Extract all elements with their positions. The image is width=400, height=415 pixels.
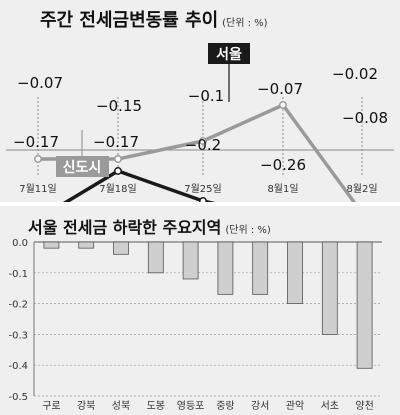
line-chart-svg: 7월11일 7월18일 7월25일 8월1일 8월2일 −0.07 −0.15 −0.1 −0.… <box>6 43 394 202</box>
x-tick-label: 강북 <box>77 400 95 412</box>
bar <box>356 241 373 369</box>
x-tick-label: 관악 <box>286 400 304 412</box>
line-chart-title-wrap: 주간 전세금변동률 추이 (단위 : %) <box>40 6 268 32</box>
x-tick-label: 구로 <box>42 401 60 412</box>
legend-box-newtown <box>56 156 109 177</box>
bar <box>147 241 164 274</box>
bar <box>182 241 199 280</box>
bar <box>217 241 234 295</box>
data-label: −0.17 <box>13 133 59 151</box>
data-label: −0.02 <box>332 65 378 83</box>
y-tick-label: -0.1 <box>8 269 28 280</box>
line-chart-panel: 주간 전세금변동률 추이 (단위 : %) 7월11일 7월18일 7월25일 8월1일… <box>0 0 400 202</box>
y-tick-label: -0.3 <box>8 330 28 341</box>
data-label: −0.1 <box>188 87 224 105</box>
x-tick-label: 양천 <box>355 400 373 412</box>
data-label: −0.08 <box>342 109 388 127</box>
legend-label-newtown: 신도시 <box>63 160 102 176</box>
data-point <box>34 155 42 163</box>
data-point <box>279 101 287 109</box>
bar-chart-svg: 0.0 -0.1 -0.2 -0.3 -0.4 -0.5 구로 강북 성북 도봉 영등포 중랑 강서 관악… <box>8 238 382 412</box>
x-tick-label: 7월11일 <box>19 183 57 195</box>
bar-chart-unit: (단위 : %) <box>225 225 271 236</box>
y-tick-label: -0.4 <box>8 361 28 372</box>
bar-chart-title-wrap: 서울 전세금 하락한 주요지역 (단위 : %) <box>28 214 271 238</box>
x-tick-label: 7월18일 <box>99 183 137 195</box>
data-label: −0.26 <box>260 156 306 174</box>
line-chart-title: 주간 전세금변동률 추이 <box>40 10 219 31</box>
x-tick-label: 도봉 <box>147 400 165 412</box>
y-tick-label: 0.0 <box>12 238 28 249</box>
bar-chart-title: 서울 전세금 하락한 주요지역 <box>28 218 222 237</box>
data-point <box>114 167 122 175</box>
x-tick-label: 8월2일 <box>346 183 377 195</box>
bar-chart-panel: 서울 전세금 하락한 주요지역 (단위 : %) 0.0 -0.1 -0.2 -0.3 -… <box>0 206 400 415</box>
x-tick-label: 8월1일 <box>267 183 298 195</box>
x-tick-label: 서초 <box>321 400 339 412</box>
line-chart-unit: (단위 : %) <box>222 18 268 29</box>
x-tick-label: 7월25일 <box>184 183 222 195</box>
y-tick-label: -0.2 <box>8 300 28 311</box>
data-point <box>114 155 122 163</box>
bar <box>287 241 303 304</box>
data-label: −0.17 <box>93 133 139 151</box>
data-point <box>199 137 207 145</box>
bar <box>252 241 269 295</box>
data-label: −0.2 <box>185 136 221 154</box>
data-point <box>199 197 207 202</box>
x-tick-label: 강서 <box>251 400 269 412</box>
x-tick-label: 성북 <box>112 400 130 412</box>
legend-label-seoul: 서울 <box>216 46 242 63</box>
bar <box>113 241 129 255</box>
x-tick-label: 중랑 <box>216 400 234 412</box>
bar <box>321 241 338 335</box>
legend-box-seoul <box>208 43 250 64</box>
bar <box>78 241 95 249</box>
data-label: −0.15 <box>96 97 142 115</box>
data-label: −0.07 <box>257 80 303 98</box>
y-tick-label: -0.5 <box>8 392 28 403</box>
x-tick-label: 영등포 <box>177 400 205 412</box>
bar <box>43 241 60 249</box>
data-label: −0.07 <box>17 74 63 92</box>
